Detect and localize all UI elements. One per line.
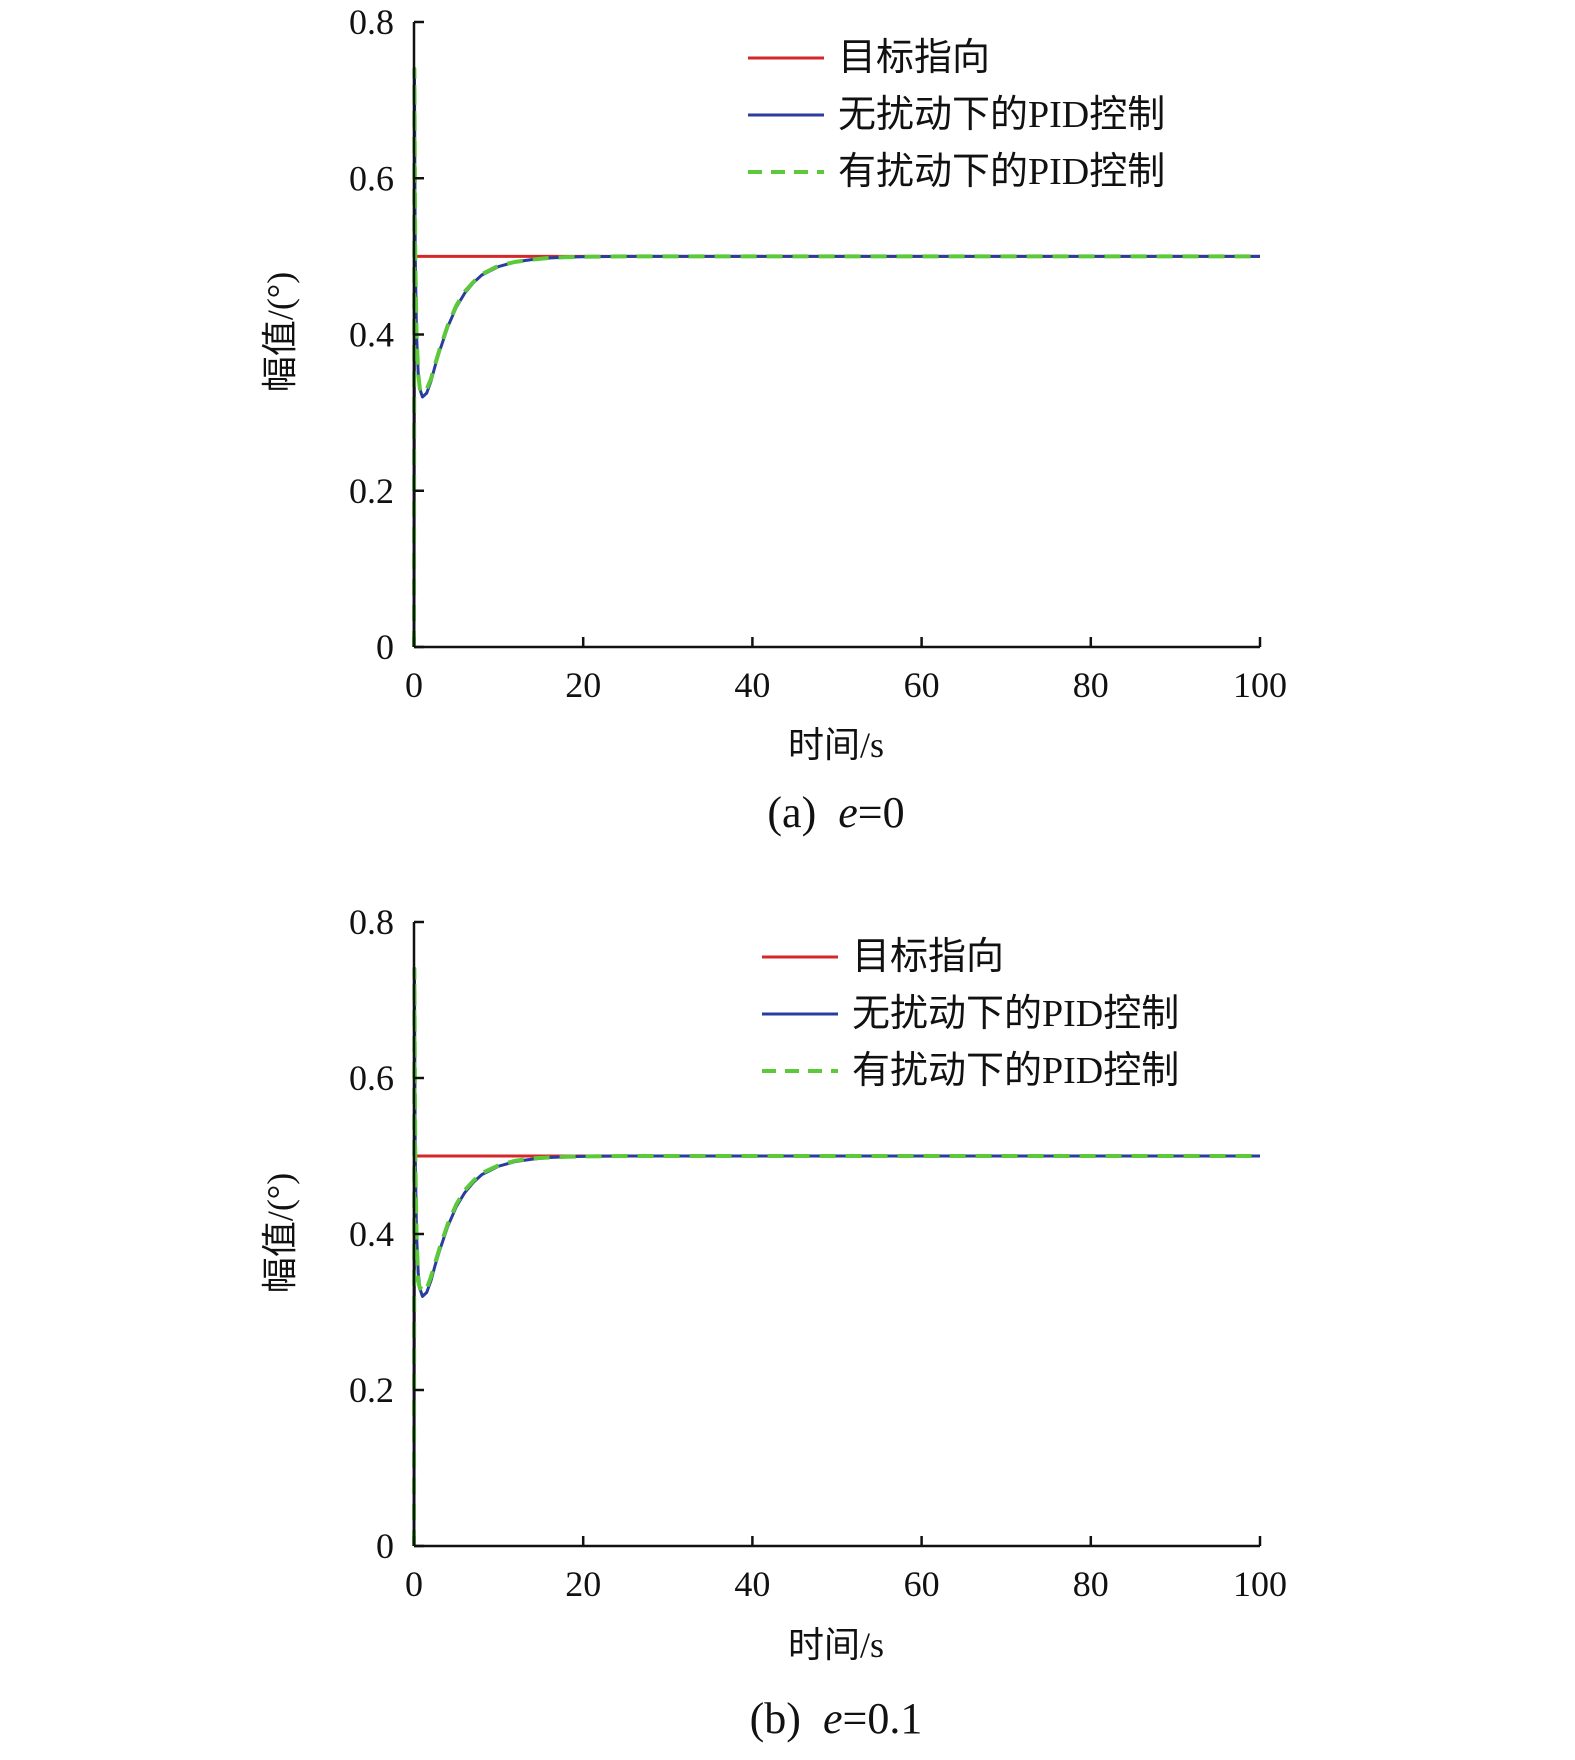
series-line-2 bbox=[412, 966, 1260, 1547]
caption: (a) e=0 bbox=[767, 788, 904, 837]
y-tick-label: 0.4 bbox=[349, 315, 394, 355]
caption-variable: e bbox=[838, 788, 858, 837]
caption-prefix: (a) bbox=[767, 788, 816, 837]
x-tick-label: 0 bbox=[405, 665, 423, 705]
legend-label-0: 目标指向 bbox=[852, 936, 1004, 978]
y-axis-label: 幅值/(°) bbox=[260, 272, 300, 392]
x-tick-label: 0 bbox=[405, 1564, 423, 1604]
caption-value: =0 bbox=[858, 788, 905, 837]
x-tick-label: 80 bbox=[1073, 665, 1109, 705]
y-tick-label: 0.8 bbox=[349, 2, 394, 42]
y-tick-label: 0.4 bbox=[349, 1214, 394, 1254]
series-line-0 bbox=[412, 1154, 1260, 1547]
x-tick-label: 20 bbox=[565, 1564, 601, 1604]
legend-label-1: 无扰动下的PID控制 bbox=[838, 94, 1165, 136]
legend-label-0: 目标指向 bbox=[838, 37, 990, 79]
x-tick-label: 100 bbox=[1233, 665, 1287, 705]
x-tick-label: 60 bbox=[904, 1564, 940, 1604]
caption-value: =0.1 bbox=[843, 1694, 923, 1743]
y-tick-label: 0 bbox=[376, 627, 394, 667]
caption-variable: e bbox=[823, 1694, 843, 1743]
x-tick-label: 40 bbox=[734, 1564, 770, 1604]
legend-label-2: 有扰动下的PID控制 bbox=[838, 151, 1165, 193]
y-tick-label: 0.8 bbox=[349, 902, 394, 942]
y-tick-label: 0.6 bbox=[349, 1058, 394, 1098]
x-tick-label: 80 bbox=[1073, 1564, 1109, 1604]
y-tick-label: 0.2 bbox=[349, 1370, 394, 1410]
legend-label-1: 无扰动下的PID控制 bbox=[852, 993, 1179, 1035]
x-tick-label: 60 bbox=[904, 665, 940, 705]
caption: (b) e=0.1 bbox=[750, 1694, 923, 1743]
legend-label-2: 有扰动下的PID控制 bbox=[852, 1050, 1179, 1092]
plot-area: 0 20 40 60 80 100 0 0.2 0.4 0.6 0.8 目标指向无扰动下的PID控制有… bbox=[349, 902, 1287, 1604]
x-tick-label: 40 bbox=[734, 665, 770, 705]
y-tick-label: 0.2 bbox=[349, 471, 394, 511]
y-axis-label: 幅值/(°) bbox=[260, 1173, 300, 1293]
chart-panel-b: 0 20 40 60 80 100 0 0.2 0.4 0.6 0.8 目标指向无扰动下的PID控制有… bbox=[260, 902, 1287, 1743]
x-axis-label: 时间/s bbox=[788, 1625, 884, 1665]
x-tick-label: 20 bbox=[565, 665, 601, 705]
series-line-2 bbox=[412, 66, 1260, 648]
y-tick-label: 0.6 bbox=[349, 158, 394, 198]
plot-area: 0 20 40 60 80 100 0 0.2 0.4 0.6 0.8 目标指向无扰动下的PID控制有… bbox=[349, 2, 1287, 705]
x-tick-label: 100 bbox=[1233, 1564, 1287, 1604]
caption-prefix: (b) bbox=[750, 1694, 801, 1743]
series-line-0 bbox=[412, 254, 1260, 648]
y-tick-label: 0 bbox=[376, 1526, 394, 1566]
chart-panel-a: 0 20 40 60 80 100 0 0.2 0.4 0.6 0.8 目标指向无扰动下的PID控制有… bbox=[260, 2, 1287, 837]
x-axis-label: 时间/s bbox=[788, 725, 884, 765]
